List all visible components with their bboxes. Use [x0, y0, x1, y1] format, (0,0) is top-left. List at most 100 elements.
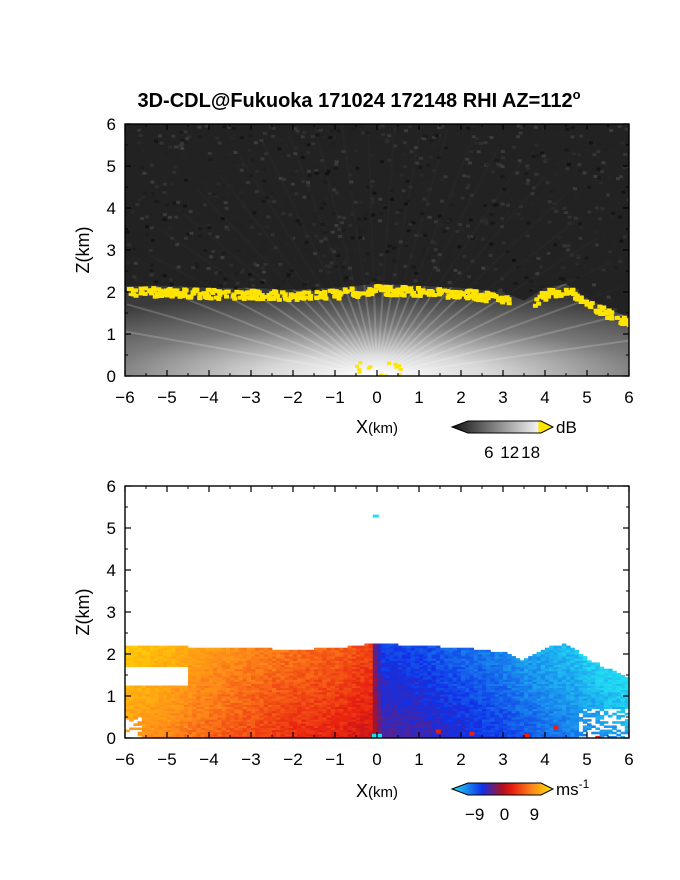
saturated-echo-cell: [333, 289, 339, 294]
velocity-cell: [364, 685, 369, 689]
velocity-cell: [389, 689, 395, 693]
velocity-cell: [272, 651, 277, 655]
velocity-cell: [364, 729, 369, 733]
saturated-echo-cell: [368, 365, 373, 369]
velocity-cell: [272, 654, 277, 657]
velocity-cell: [280, 698, 285, 701]
velocity-cell: [137, 664, 143, 668]
x-tick-label-top: −4: [199, 388, 218, 407]
velocity-cell: [339, 681, 344, 684]
velocity-cell: [162, 729, 168, 733]
velocity-cell: [167, 729, 172, 733]
saturated-echo-cell: [372, 288, 378, 293]
clear-air-noise-cell: [489, 135, 494, 139]
velocity-cell: [192, 679, 197, 682]
clear-air-noise-cell: [204, 124, 209, 128]
velocity-cell: [238, 725, 243, 728]
velocity-cell: [322, 696, 327, 699]
clear-air-noise-cell: [280, 275, 285, 279]
velocity-cell: [385, 685, 390, 689]
velocity-cell: [293, 712, 298, 716]
velocity-cell: [301, 691, 306, 695]
velocity-cell: [276, 723, 281, 726]
velocity-cell: [141, 656, 147, 659]
velocity-cell: [398, 685, 403, 689]
clear-air-noise-cell: [430, 240, 435, 244]
velocity-cell: [150, 719, 155, 722]
velocity-cell: [377, 649, 382, 653]
clear-air-noise-cell: [319, 239, 324, 243]
velocity-cell: [406, 693, 411, 697]
velocity-cell: [133, 654, 138, 657]
velocity-cell: [221, 672, 227, 676]
velocity-cell: [234, 735, 239, 738]
clear-air-noise-cell: [524, 214, 529, 218]
velocity-cell: [305, 679, 311, 682]
velocity-cell: [272, 666, 277, 670]
velocity-cell: [377, 687, 382, 691]
velocity-cell: [259, 656, 264, 659]
clear-air-noise-cell: [300, 155, 305, 159]
velocity-cell: [272, 656, 277, 659]
velocity-cell: [192, 668, 197, 672]
velocity-cell: [326, 723, 332, 726]
velocity-cell: [196, 691, 201, 695]
velocity-cell: [330, 700, 336, 703]
clear-air-noise-cell: [224, 206, 229, 210]
saturated-echo-cell: [288, 295, 294, 300]
velocity-cell: [360, 687, 365, 691]
velocity-cell: [171, 685, 176, 689]
velocity-cell: [200, 721, 206, 724]
clear-air-noise-cell: [248, 134, 253, 138]
velocity-cell: [137, 651, 143, 655]
velocity-cell: [221, 654, 227, 657]
velocity-cell: [276, 700, 281, 703]
velocity-cell: [381, 696, 386, 699]
velocity-cell: [158, 706, 164, 710]
velocity-cell: [251, 706, 256, 710]
velocity-cell: [183, 696, 189, 699]
velocity-cell: [141, 662, 147, 665]
velocity-cell: [381, 666, 386, 670]
velocity-cell: [125, 664, 130, 668]
clear-air-noise-cell: [215, 136, 220, 140]
velocity-cell: [171, 656, 176, 659]
velocity-cell: [162, 693, 168, 697]
velocity-cell: [167, 702, 172, 705]
clear-air-noise-cell: [349, 276, 354, 280]
saturated-echo-cell: [425, 291, 431, 296]
velocity-cell: [221, 706, 227, 710]
velocity-cell: [410, 693, 416, 697]
velocity-cell: [204, 656, 210, 659]
clear-air-noise-cell: [479, 141, 484, 145]
velocity-cell: [146, 689, 151, 693]
clear-air-noise-cell: [584, 163, 589, 167]
velocity-cell: [150, 651, 155, 655]
velocity-cell: [381, 668, 386, 672]
velocity-cell: [276, 714, 281, 718]
clear-air-noise-cell: [136, 238, 141, 242]
velocity-cell: [175, 662, 180, 665]
velocity-cell: [385, 683, 390, 686]
velocity-cell: [360, 698, 365, 701]
clear-air-noise-cell: [442, 229, 447, 233]
velocity-cell: [272, 723, 277, 726]
velocity-cell: [335, 721, 340, 724]
velocity-cell: [204, 693, 210, 697]
velocity-cell: [339, 683, 344, 686]
saturated-echo-cell: [247, 296, 253, 301]
clear-air-noise-cell: [560, 246, 565, 250]
clear-air-noise-cell: [399, 173, 404, 177]
velocity-cell: [204, 668, 210, 672]
velocity-cell: [335, 666, 340, 670]
velocity-cell: [389, 725, 395, 728]
velocity-cell: [351, 668, 357, 672]
velocity-cell: [385, 643, 390, 647]
clear-air-noise-cell: [494, 203, 499, 207]
velocity-cell: [242, 712, 248, 716]
clear-air-noise-cell: [541, 154, 546, 158]
velocity-cell: [368, 733, 374, 737]
velocity-cell: [179, 714, 185, 718]
velocity-cell: [272, 681, 277, 684]
saturated-echo-cell: [217, 292, 223, 297]
